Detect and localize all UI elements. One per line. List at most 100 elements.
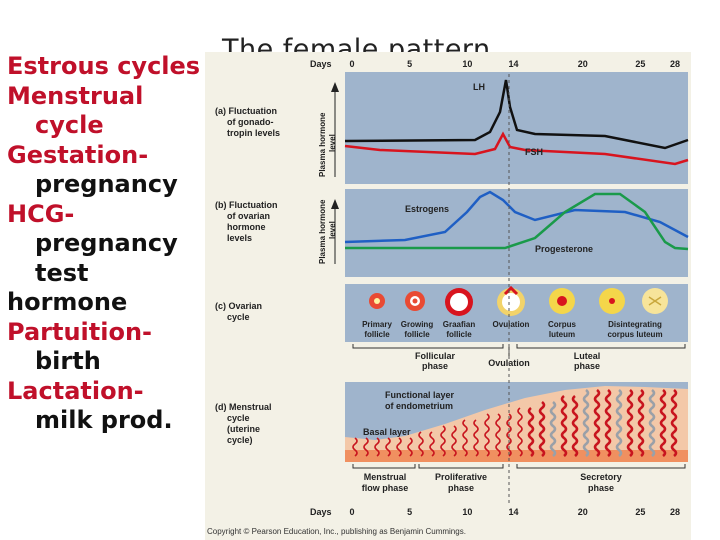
topic-list-item: Lactation- (7, 376, 144, 405)
ovarian-stage-label: Ovulation (493, 320, 530, 329)
luteal-phase-label-2: phase (574, 361, 600, 371)
spiral-artery (615, 388, 623, 458)
spiral-artery (659, 388, 667, 458)
spiral-artery (527, 406, 535, 458)
basal-layer-label: Basal layer (363, 427, 411, 437)
spiral-artery (571, 394, 579, 458)
panel-a-axis-label: Plasma hormone level (318, 112, 337, 177)
topic-list-item: milk prod. (35, 406, 173, 434)
day-tick-bottom: 0 (349, 507, 354, 517)
svg-text:(uterine: (uterine (227, 424, 260, 434)
follicular-phase-label-2: phase (422, 361, 448, 371)
panel-b-background (345, 189, 688, 277)
ovarian-stage-label: follicle (364, 330, 390, 339)
topic-list-item: birth (35, 347, 101, 375)
copyright-note: Copyright © Pearson Education, Inc., pub… (207, 527, 466, 536)
estrogen-curve (344, 190, 689, 244)
progesterone-label: Progesterone (535, 244, 593, 254)
ovarian-stage-label: Growing (401, 320, 434, 329)
panel-c-label: (c) Ovarian cycle (215, 301, 262, 322)
spiral-artery (374, 437, 380, 457)
panel-b-label: (b) Fluctuation of ovarian hormone level… (215, 200, 278, 243)
spiral-artery (418, 431, 424, 457)
spiral-artery (429, 431, 435, 457)
panel-a-label-2: of gonado- (227, 117, 274, 127)
functional-layer-label-1: Functional layer (385, 390, 455, 400)
progesterone-curve (345, 192, 689, 251)
topic-list-item: Estrous cycles (7, 52, 201, 80)
topic-list-item: HCG- (7, 199, 75, 228)
ovarian-stage-label: Graafian (443, 320, 476, 329)
topic-list-item: pregnancy (35, 170, 178, 198)
svg-text:hormone: hormone (227, 222, 266, 232)
lh-label: LH (473, 82, 485, 92)
spiral-artery (506, 413, 512, 457)
ovarian-stage-label: luteum (549, 330, 575, 339)
day-tick-top: 5 (407, 59, 412, 69)
svg-text:level: level (328, 221, 337, 239)
panel-d-label: (d) Menstrual cycle (uterine cycle) (215, 402, 272, 445)
day-tick-top: 28 (670, 59, 680, 69)
days-label-bottom: Days (310, 507, 332, 517)
spiral-artery (593, 388, 601, 458)
svg-text:level: level (328, 134, 337, 152)
spiral-artery (396, 437, 402, 457)
spiral-artery (495, 413, 501, 457)
menstrual-cycle-figure: Days 0 5 10 14 20 25 28 (a) Fluctuation of gon… (205, 52, 691, 540)
panel-a-label-3: tropin levels (227, 128, 280, 138)
spiral-artery (648, 388, 656, 458)
day-tick-bottom: 5 (407, 507, 412, 517)
day-tick-top: 0 (349, 59, 354, 69)
topic-list-item: hormone (7, 288, 128, 316)
ovarian-stage-label: Disintegrating (608, 320, 662, 329)
days-label-top: Days (310, 59, 332, 69)
topic-list-item: Gestation- (7, 140, 149, 169)
panel-b-axis-label: Plasma hormone level (318, 199, 337, 264)
endometrium-layer (345, 386, 688, 462)
uterine-phase-label: Secretory (580, 472, 622, 482)
ovarian-stage-icons (369, 285, 668, 316)
spiral-artery (407, 437, 413, 457)
panel-a-label-1: (a) Fluctuation (215, 106, 277, 116)
topic-list-item: Menstrual (7, 81, 144, 110)
spiral-arteries (352, 388, 678, 458)
spiral-artery (604, 388, 612, 458)
ovarian-stage-label: Corpus (548, 320, 577, 329)
day-tick-bottom: 10 (462, 507, 472, 517)
topic-list-item: Partuition- (7, 317, 152, 346)
spiral-artery (462, 419, 468, 457)
follicular-phase-label-1: Follicular (415, 351, 456, 361)
svg-text:Plasma hormone: Plasma hormone (318, 112, 327, 177)
day-tick-bottom: 14 (508, 507, 518, 517)
basal-layer-band (345, 450, 688, 462)
ovarian-stage-label: corpus luteum (607, 330, 662, 339)
fsh-curve (344, 131, 689, 166)
luteal-phase-label-1: Luteal (574, 351, 601, 361)
ovarian-stage-label: follicle (446, 330, 472, 339)
functional-layer-label-2: of endometrium (385, 401, 453, 411)
lh-curve (344, 79, 689, 150)
spiral-artery (440, 425, 446, 457)
spiral-artery (538, 400, 546, 458)
day-tick-top: 10 (462, 59, 472, 69)
spiral-artery (352, 437, 358, 457)
uterine-phase-label: flow phase (362, 483, 409, 493)
svg-text:cycle: cycle (227, 312, 250, 322)
svg-text:of ovarian: of ovarian (227, 211, 270, 221)
svg-text:(d) Menstrual: (d) Menstrual (215, 402, 272, 412)
svg-text:(c) Ovarian: (c) Ovarian (215, 301, 262, 311)
topic-list-item: pregnancy (35, 229, 178, 257)
day-tick-top: 25 (635, 59, 645, 69)
svg-text:cycle: cycle (227, 413, 250, 423)
uterine-phase-label: phase (448, 483, 474, 493)
svg-text:Plasma hormone: Plasma hormone (318, 199, 327, 264)
uterine-phase-label: phase (588, 483, 614, 493)
spiral-artery (582, 388, 590, 458)
spiral-artery (473, 419, 479, 457)
ovarian-stage-label: Primary (362, 320, 392, 329)
day-tick-bottom: 20 (578, 507, 588, 517)
panel-a-label: (a) Fluctuation of gonado- tropin levels (215, 106, 280, 138)
day-tick-bottom: 28 (670, 507, 680, 517)
day-tick-top: 20 (578, 59, 588, 69)
